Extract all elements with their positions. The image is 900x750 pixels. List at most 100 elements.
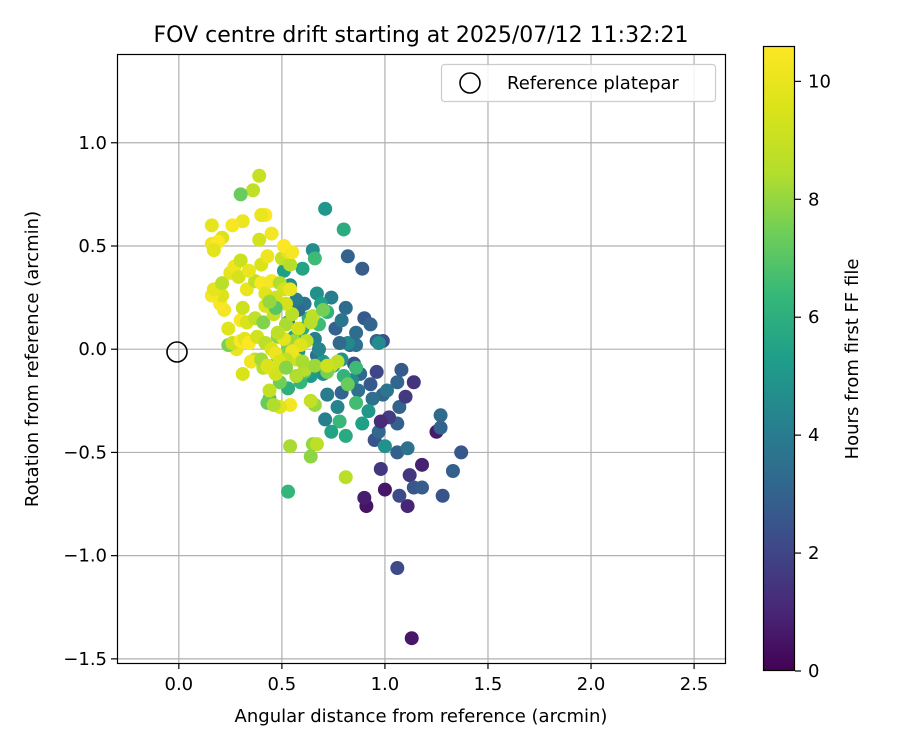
legend-box [440,63,717,103]
data-point [307,251,322,266]
plot-frame [116,53,727,665]
colorbar-tick-label: 4 [808,425,819,446]
data-point [215,276,230,291]
y-tick-label: 0.0 [78,339,107,360]
scatter-points [204,168,469,646]
data-point [435,488,450,503]
data-point [363,377,378,392]
data-point [371,336,386,351]
data-point [332,336,347,351]
y-axis-ticks: −1.5 −1.0 −0.5 0.0 0.5 1.0 [63,133,117,670]
data-point [252,168,267,183]
data-point [283,439,298,454]
data-point [349,395,364,410]
y-tick-label: −1.5 [63,649,107,670]
data-point [270,325,285,340]
colorbar-tick-label: 10 [808,71,831,92]
data-point [324,424,339,439]
colorbar-tick-label: 2 [808,543,819,564]
data-point [233,253,248,268]
reference-marker [166,341,188,363]
x-tick-label: 1.5 [474,674,503,695]
data-point [303,449,318,464]
data-point [303,315,318,330]
data-point [309,437,324,452]
data-point [279,360,294,375]
data-point [373,414,388,429]
x-tick-label: 2.5 [680,674,709,695]
data-point [295,354,310,369]
y-axis-label: Rotation from reference (arcmin) [22,211,43,507]
data-point [415,480,430,495]
data-point [206,243,221,258]
data-point [303,393,318,408]
data-point [330,400,345,415]
data-point [336,222,351,237]
data-point [349,360,364,375]
data-point [231,269,246,284]
x-axis-label: Angular distance from reference (arcmin) [235,706,608,727]
data-point [369,364,384,379]
data-point [262,294,277,309]
data-point [283,282,298,297]
data-point [289,369,304,384]
y-tick-label: 1.0 [78,133,107,154]
colorbar: 0 2 4 6 8 10 Hours from first FF file [762,45,863,682]
data-point [340,377,355,392]
data-point [390,375,405,390]
data-point [260,358,275,373]
x-axis-ticks: 0.0 0.5 1.0 1.5 2.0 2.5 [165,663,709,695]
data-point [266,397,281,412]
data-point [320,358,335,373]
x-tick-label: 0.0 [165,674,194,695]
data-point [390,561,405,576]
data-point [291,321,306,336]
data-point [402,468,417,483]
data-point [338,300,353,315]
data-point [338,470,353,485]
data-point [392,488,407,503]
data-point [281,484,296,499]
data-point [394,362,409,377]
data-point [351,383,366,398]
y-tick-label: −0.5 [63,442,107,463]
data-point [225,218,240,233]
data-point [377,439,392,454]
data-point [295,261,310,276]
data-point [363,317,378,332]
data-point [318,412,333,427]
data-point [318,201,333,216]
data-point [283,257,298,272]
data-point [406,375,421,390]
colorbar-gradient [763,46,795,671]
colorbar-label: Hours from first FF file [842,259,863,460]
data-point [241,263,256,278]
data-point [235,300,250,315]
data-point [320,387,335,402]
data-point [377,482,392,497]
data-point [357,490,372,505]
data-point [221,321,236,336]
y-tick-label: 0.5 [78,236,107,257]
chart-title: FOV centre drift starting at 2025/07/12 … [154,23,689,48]
data-point [311,342,326,357]
colorbar-frame [762,45,796,672]
data-point [433,408,448,423]
colorbar-tick-label: 0 [808,661,819,682]
data-point [415,457,430,472]
data-point [392,400,407,415]
data-point [324,290,339,305]
data-point [338,428,353,443]
data-point [334,313,349,328]
legend-label: Reference platepar [507,73,679,94]
x-tick-label: 1.0 [371,674,400,695]
colorbar-ticks: 0 2 4 6 8 10 [795,71,831,682]
data-point [307,358,322,373]
data-point [355,261,370,276]
data-point [404,631,419,646]
data-point [398,389,413,404]
x-tick-label: 2.0 [577,674,606,695]
data-point [235,366,250,381]
